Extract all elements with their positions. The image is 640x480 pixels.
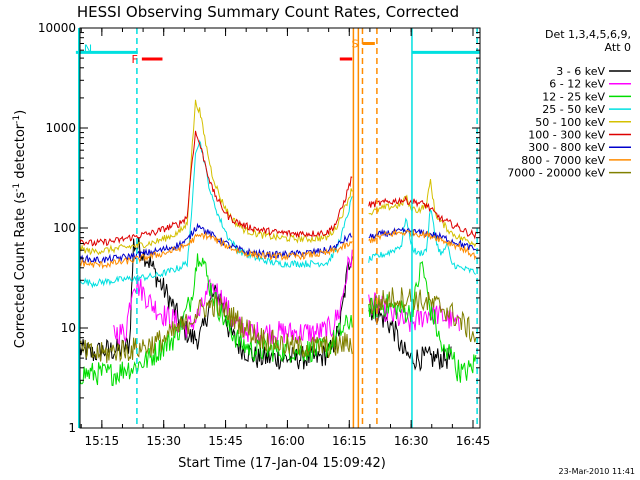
x-tick-label: 16:30 bbox=[394, 434, 429, 448]
series-line bbox=[80, 231, 353, 270]
chart-title: HESSI Observing Summary Count Rates, Cor… bbox=[77, 3, 459, 21]
legend-label: 25 - 50 keV bbox=[542, 103, 605, 116]
series-line bbox=[80, 139, 353, 289]
x-tick-label: 15:15 bbox=[85, 434, 120, 448]
x-tick-label: 16:15 bbox=[332, 434, 367, 448]
series-line bbox=[80, 130, 353, 247]
y-tick-label: 10000 bbox=[38, 21, 76, 35]
y-axis-label-end: ) bbox=[13, 110, 28, 115]
x-tick-label: 16:45 bbox=[456, 434, 491, 448]
legend-label: 50 - 100 keV bbox=[535, 116, 605, 129]
legend-label: 12 - 25 keV bbox=[542, 90, 605, 103]
y-axis: 1 10 100 1000 10000 bbox=[38, 21, 480, 435]
legend-label: 100 - 300 keV bbox=[528, 129, 605, 142]
y-axis-label: Corrected Count Rate (s-1 detector-1) bbox=[12, 110, 28, 348]
series-line bbox=[80, 253, 353, 387]
series-line bbox=[368, 228, 477, 261]
series-line bbox=[80, 294, 353, 364]
footer-date: 23-Mar-2010 11:41 bbox=[559, 467, 636, 476]
legend-label: 6 - 12 keV bbox=[549, 78, 605, 91]
y-axis-label-sup1: -1 bbox=[12, 183, 22, 192]
legend-label: 7000 - 20000 keV bbox=[507, 167, 605, 180]
y-axis-label-mid: detector bbox=[13, 123, 28, 183]
series-line bbox=[368, 195, 477, 240]
y-tick-label: 1000 bbox=[45, 121, 76, 135]
x-axis-label: Start Time (17-Jan-04 15:09:42) bbox=[178, 456, 386, 471]
y-tick-label: 100 bbox=[53, 221, 76, 235]
flag-label: N bbox=[84, 42, 92, 55]
flag-label: F bbox=[132, 53, 138, 66]
series-line bbox=[80, 99, 353, 256]
y-tick-label: 10 bbox=[61, 321, 76, 335]
legend-label: 800 - 7000 keV bbox=[521, 154, 605, 167]
band-layer: N F S bbox=[75, 37, 480, 66]
y-axis-label-sup2: -1 bbox=[12, 115, 22, 124]
series-line bbox=[368, 287, 477, 343]
series-layer bbox=[80, 99, 477, 387]
series-line bbox=[80, 236, 353, 370]
series-line bbox=[368, 208, 477, 275]
x-tick-label: 15:30 bbox=[146, 434, 181, 448]
series-line bbox=[368, 302, 452, 372]
series-line bbox=[368, 260, 477, 383]
legend-label: 3 - 6 keV bbox=[556, 65, 605, 78]
y-axis-label-main: Corrected Count Rate (s bbox=[13, 192, 28, 349]
series-line bbox=[80, 222, 353, 264]
x-tick-label: 15:45 bbox=[208, 434, 243, 448]
flag-label: S bbox=[351, 37, 358, 50]
legend-header-2: Att 0 bbox=[605, 41, 631, 54]
series-line bbox=[368, 179, 477, 248]
legend-header-1: Det 1,3,4,5,6,9, bbox=[545, 28, 631, 41]
legend-label: 300 - 800 keV bbox=[528, 141, 605, 154]
series-line bbox=[112, 249, 353, 345]
y-tick-label: 1 bbox=[68, 421, 76, 435]
x-axis: 15:15 15:30 15:45 16:00 16:15 16:30 16:45 bbox=[80, 28, 491, 448]
x-tick-label: 16:00 bbox=[270, 434, 305, 448]
